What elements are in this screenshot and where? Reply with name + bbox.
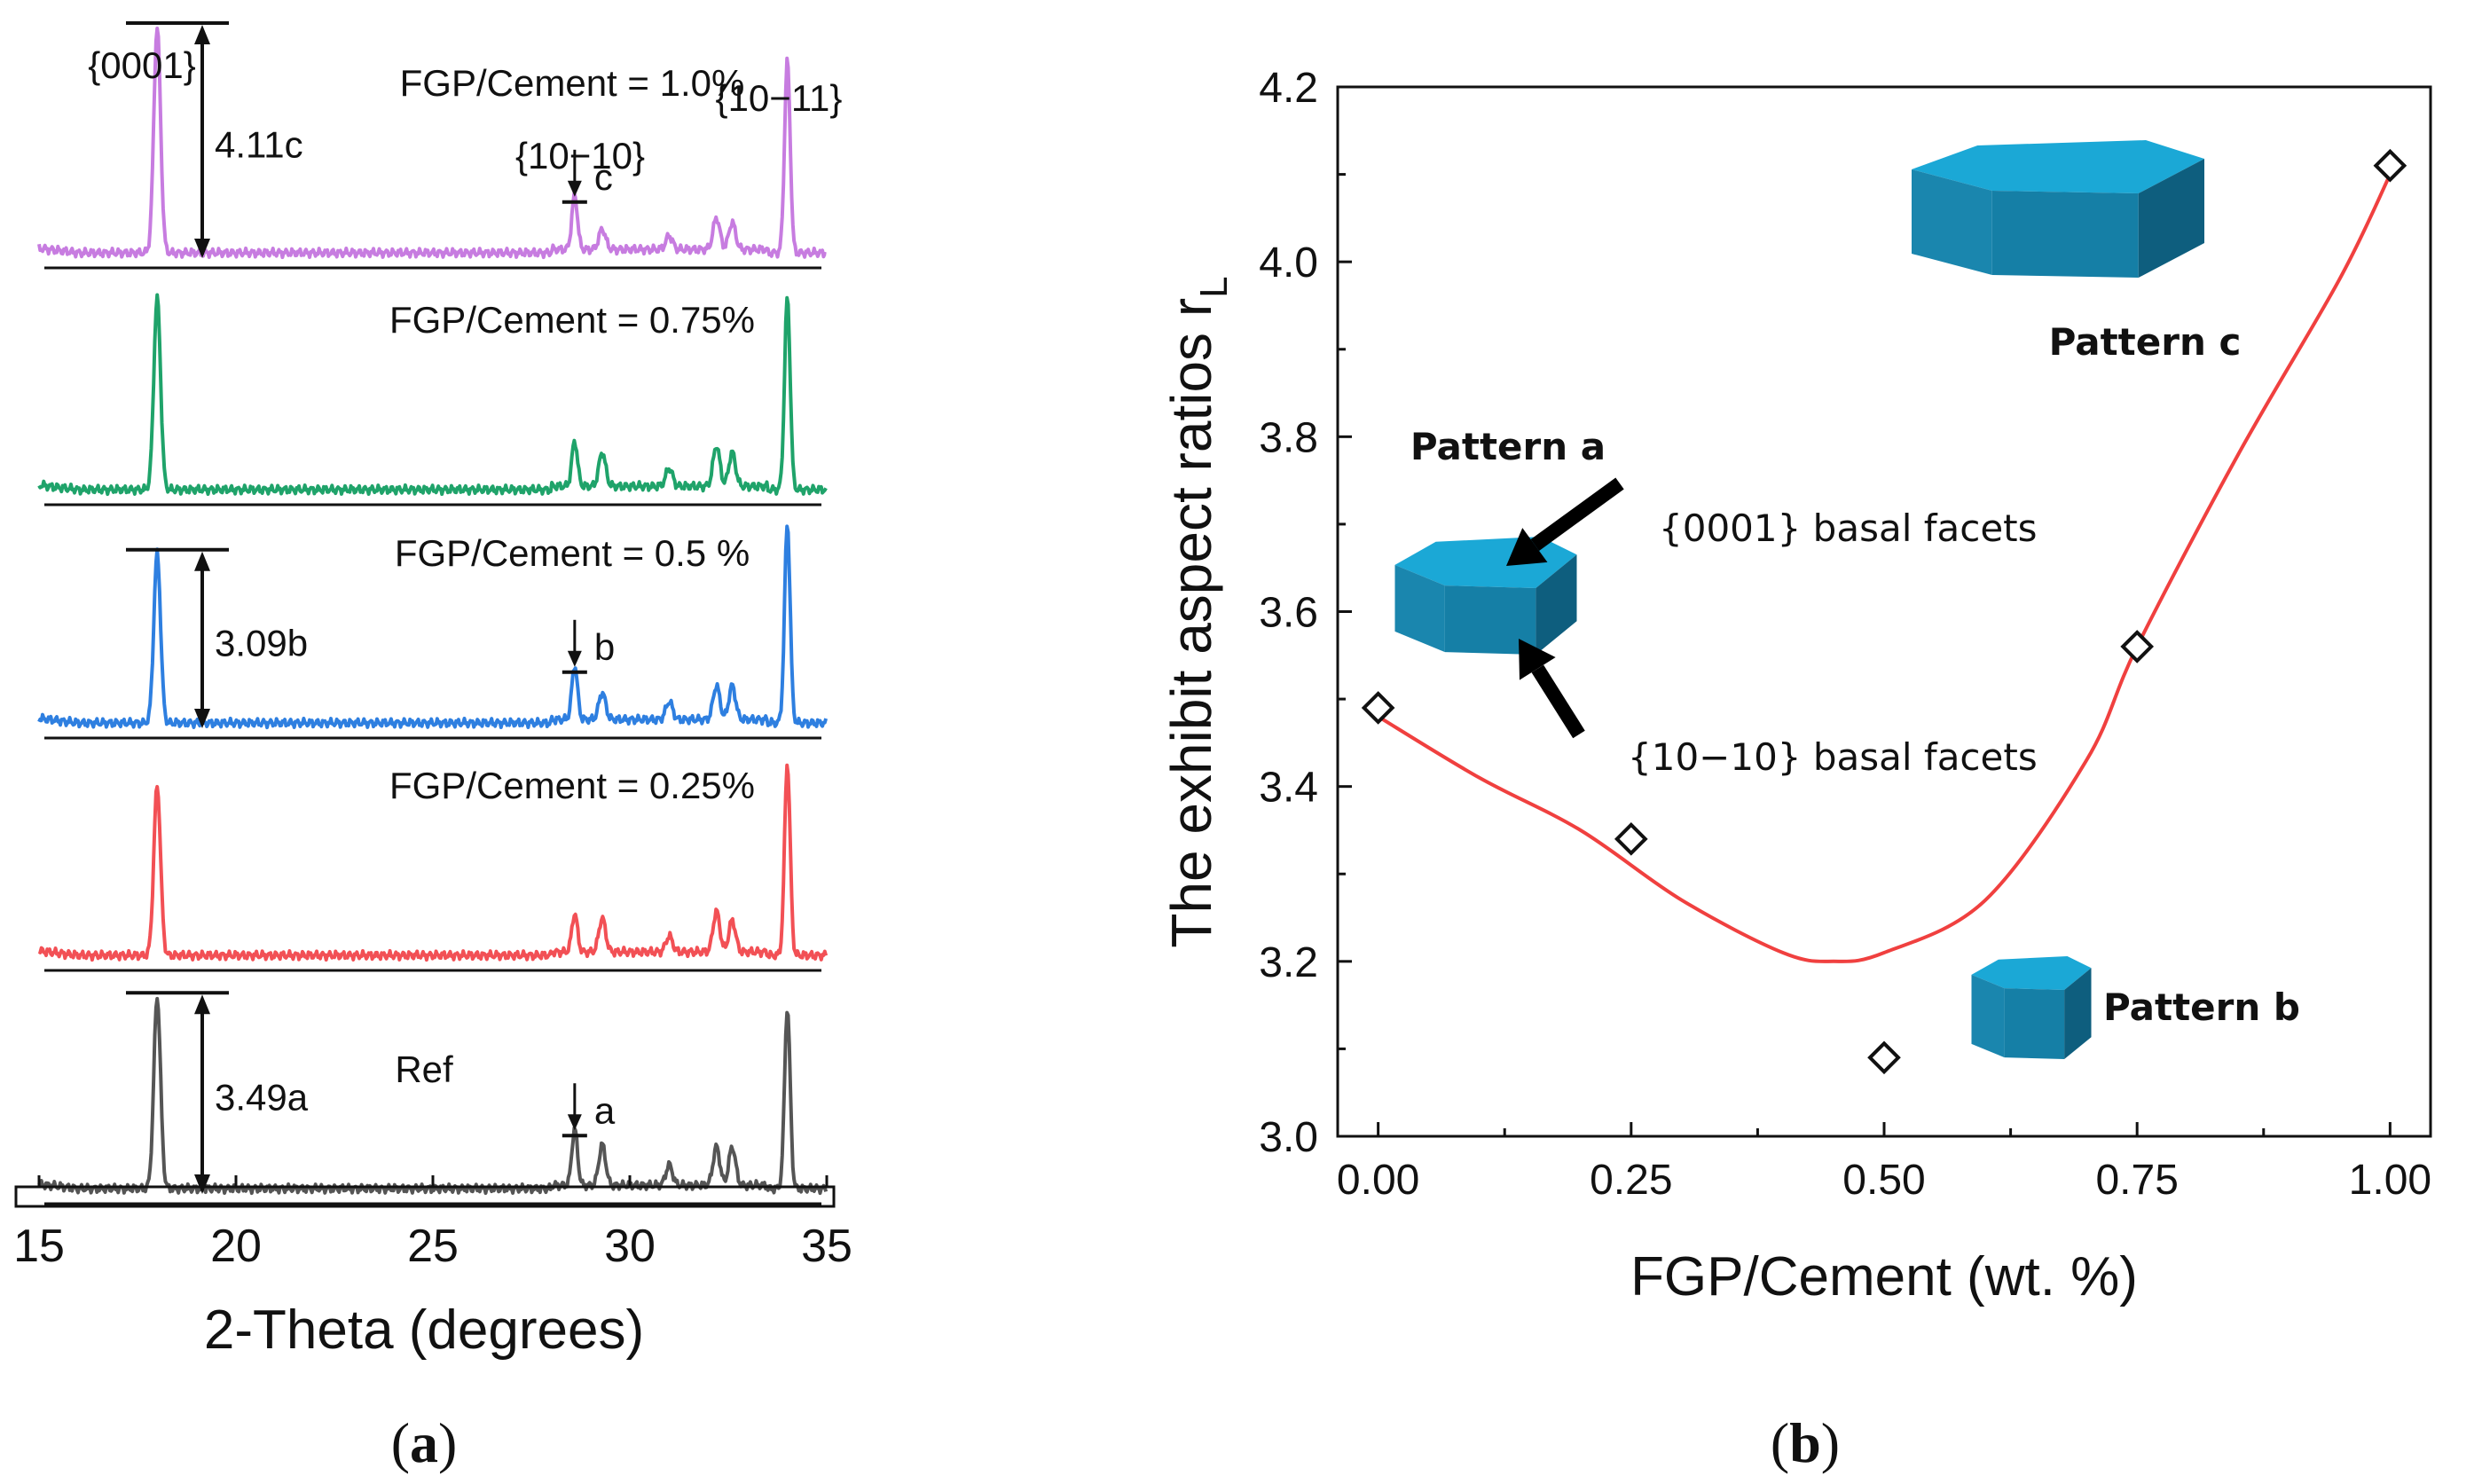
y-tick-label: 3.4 [1259, 765, 1318, 812]
prism-right-face [2064, 968, 2092, 1059]
x-tick-label: 1.00 [2349, 1157, 2431, 1204]
pattern-a-label: Pattern a [1410, 425, 1606, 468]
peak-label: {0001} [88, 44, 196, 86]
x-tick-label: 0.50 [1842, 1157, 1925, 1204]
hexagon-illustrations [1394, 140, 2204, 1059]
y-tick-label: 3.2 [1259, 939, 1318, 986]
ratio-label: 3.09b [215, 622, 308, 663]
xrd-trace [37, 996, 829, 1196]
peak-label: {10−11} [716, 77, 843, 119]
x-tick-label: 0.75 [2095, 1157, 2178, 1204]
prism-top-face [1971, 956, 2092, 990]
x-tick-label: 20 [210, 1221, 262, 1272]
axis-ticks: 0.00 0.25 0.50 0.75 1.00 3.0 3.2 3.4 3.6 3.8 4.0 4.… [1259, 65, 2431, 1204]
hexagon-pattern-b [1971, 956, 2092, 1059]
xrd-trace [37, 27, 827, 260]
basal-0001-label: {0001} basal facets [1659, 506, 2038, 550]
arrow-head [1519, 639, 1556, 680]
prism-side-face [1971, 974, 2005, 1058]
x-axis-label: 2-Theta (degrees) [204, 1299, 644, 1361]
y-tick-label: 4.2 [1259, 65, 1318, 112]
panel-a: FGP/Cement = 1.0% 4.11c c FGP/Cement = 0.75… [13, 21, 852, 1474]
panel-b: 0.00 0.25 0.50 0.75 1.00 3.0 3.2 3.4 3.6 3.8 4.0 4.… [1159, 65, 2432, 1474]
prism-front-face [1991, 191, 2139, 278]
series-label: FGP/Cement = 0.75% [389, 299, 755, 341]
prism-right-face [1536, 554, 1577, 655]
y-axis-label: The exhibit aspect ratios rL [1159, 276, 1236, 947]
prism-top-face [1912, 140, 2204, 193]
y-tick-label: 3.8 [1259, 414, 1318, 461]
xrd-traces [37, 27, 829, 1205]
prism-front-face [1444, 585, 1536, 655]
series-label: FGP/Cement = 0.5 % [395, 532, 750, 574]
arrow-head [567, 1114, 582, 1131]
xrd-annotations: FGP/Cement = 1.0% 4.11c c FGP/Cement = 0.75… [88, 21, 843, 1194]
arrow-head [567, 650, 582, 667]
basal-1010-label: {10−10} basal facets [1628, 735, 2038, 779]
x-tick-label: 0.25 [1590, 1157, 1672, 1204]
xrd-trace [37, 763, 829, 962]
prism-right-face [2138, 159, 2204, 278]
x-axis-label: FGP/Cement (wt. %) [1630, 1246, 2138, 1307]
peak-marker-label: b [594, 626, 615, 668]
panel-a-label: (a) [391, 1411, 458, 1474]
hexagon-pattern-c [1912, 140, 2204, 278]
peak-marker-label: a [594, 1089, 616, 1131]
data-points [1361, 148, 2407, 1075]
xrd-trace [37, 524, 829, 730]
y-tick-label: 4.0 [1259, 239, 1318, 287]
x-ticks: 15 20 25 30 35 [13, 1175, 852, 1272]
arrow-head [1506, 528, 1548, 566]
arrow-head [194, 551, 210, 728]
y-tick-label: 3.0 [1259, 1114, 1318, 1161]
x-tick-label: 30 [604, 1221, 656, 1272]
xrd-trace [37, 293, 828, 497]
hexagon-pattern-a [1394, 537, 1577, 655]
data-point-marker [2373, 148, 2407, 183]
fit-curve [1377, 173, 2392, 963]
y-tick-label: 3.6 [1259, 590, 1318, 637]
x-axis-box [14, 1185, 836, 1208]
data-point-marker [1614, 821, 1648, 856]
prism-side-face [1912, 169, 1992, 275]
x-tick-label: 25 [407, 1221, 459, 1272]
prism-side-face [1394, 564, 1445, 653]
data-point-marker [1361, 691, 1395, 725]
peak-marker-label: c [594, 156, 613, 198]
data-point-marker [2120, 630, 2155, 663]
ratio-label: 4.11c [215, 124, 303, 166]
arrow-basal-0001 [1530, 477, 1624, 551]
x-tick-label: 0.00 [1337, 1157, 1419, 1204]
x-tick-label: 35 [801, 1221, 852, 1272]
series-label: FGP/Cement = 1.0% [400, 62, 745, 104]
arrow-basal-1010 [1531, 664, 1585, 739]
x-tick-label: 15 [13, 1221, 65, 1272]
arrow-head [567, 180, 582, 197]
peak-label: {10−10} [515, 135, 645, 177]
pattern-c-label: Pattern c [2049, 320, 2242, 364]
series-label: FGP/Cement = 0.25% [389, 765, 755, 806]
ratio-label: 3.49a [215, 1077, 309, 1119]
series-label: Ref [395, 1048, 453, 1090]
panel-b-label: (b) [1771, 1411, 1840, 1474]
prism-front-face [2004, 988, 2065, 1059]
pattern-b-label: Pattern b [2103, 985, 2300, 1029]
data-point-marker [1867, 1040, 1901, 1075]
